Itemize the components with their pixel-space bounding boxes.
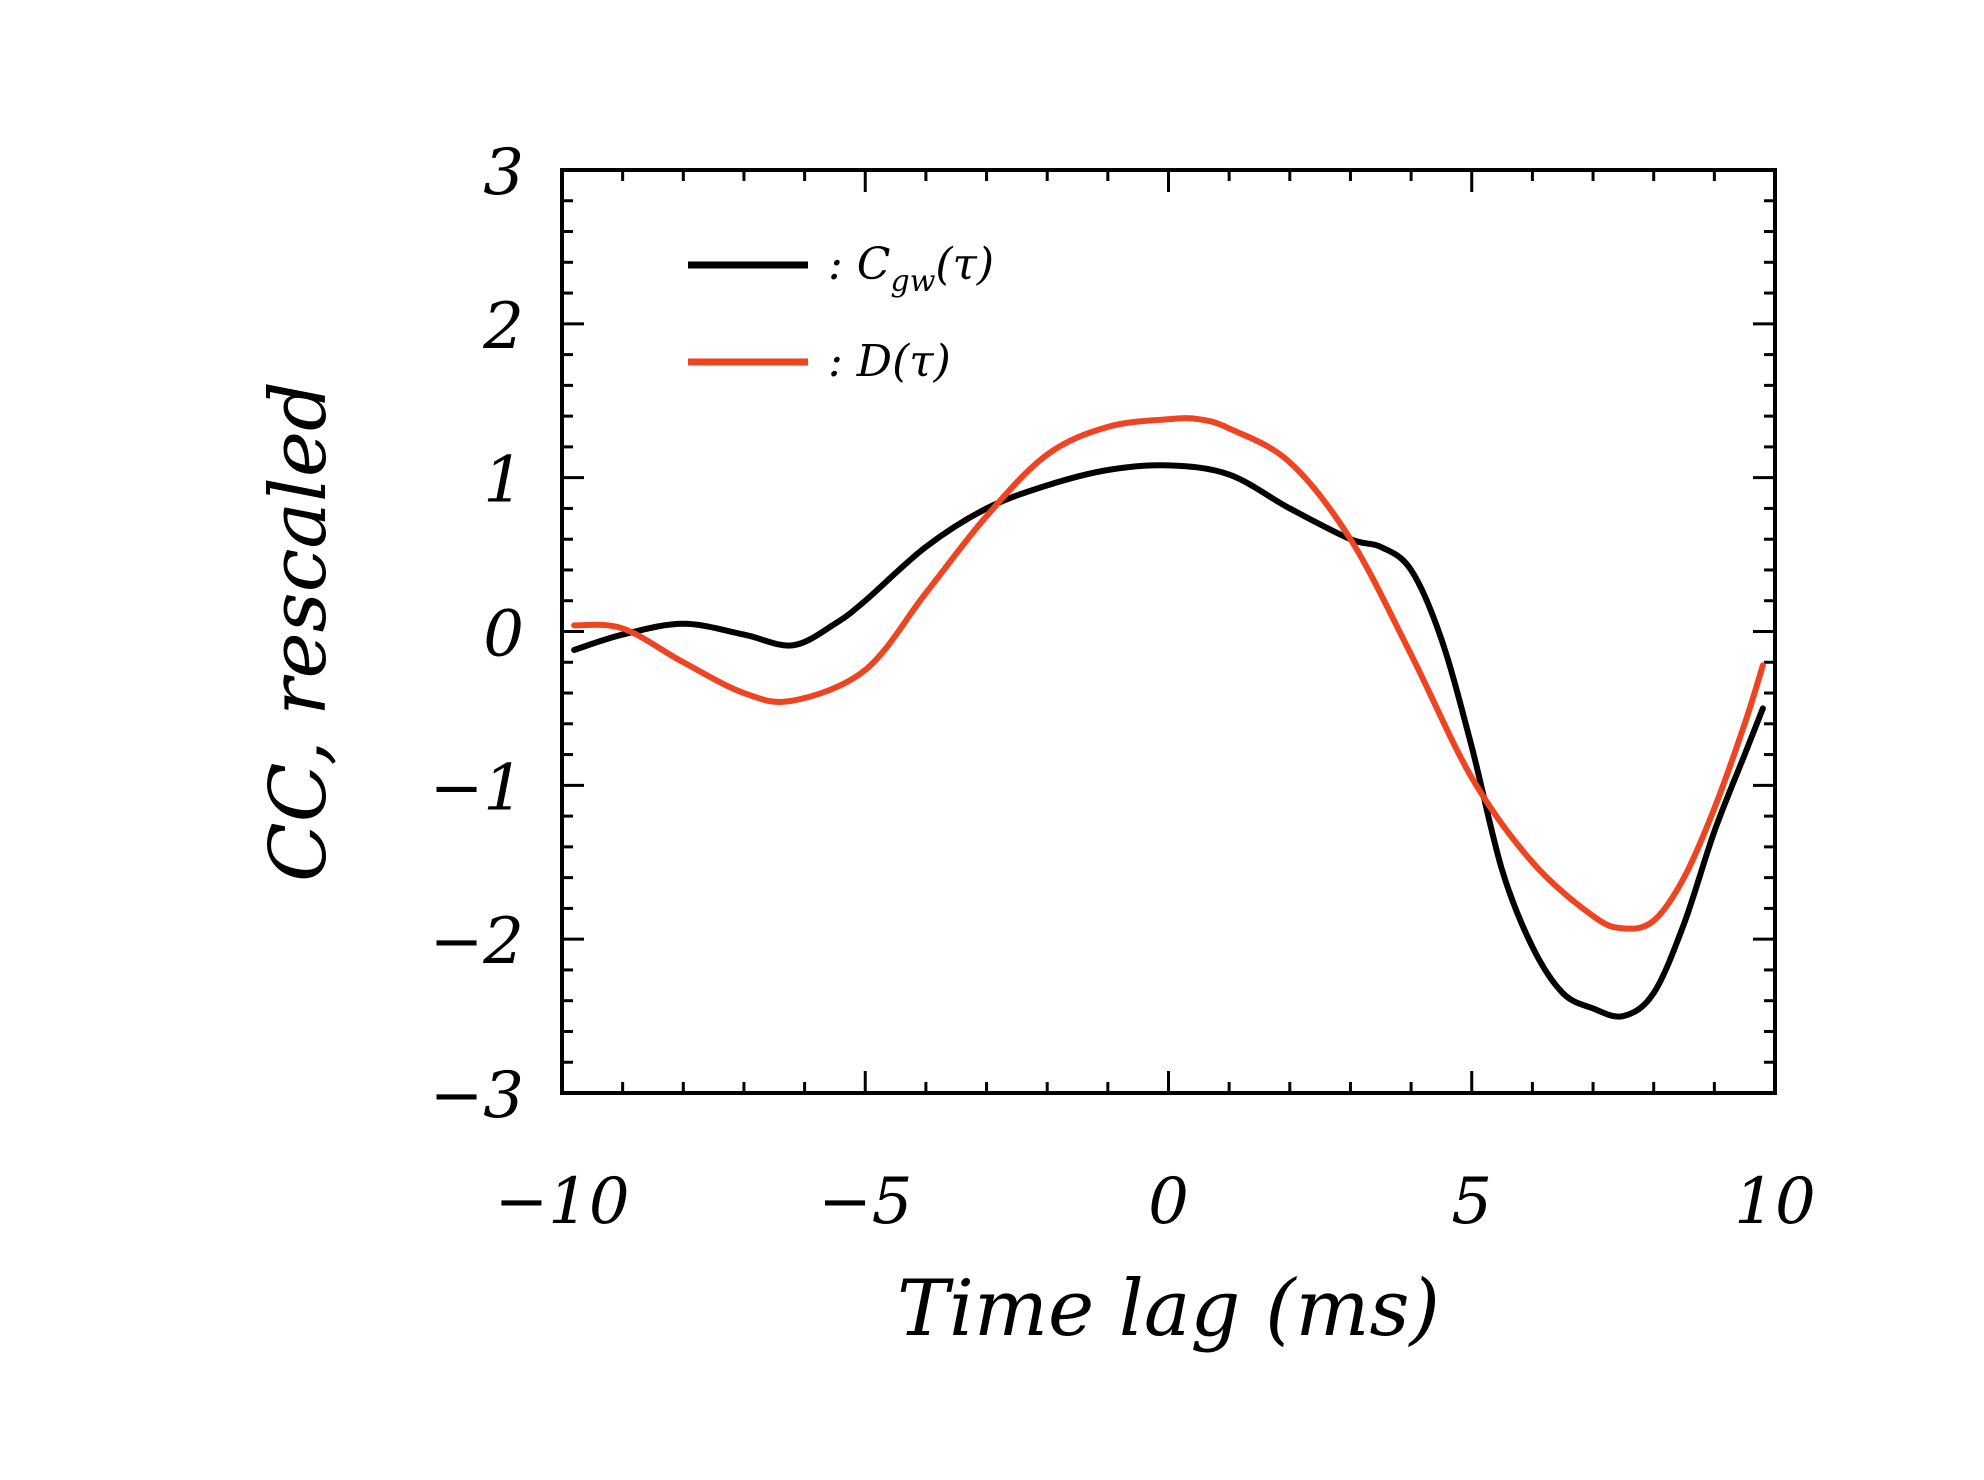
x-tick-label: −10 <box>494 1165 629 1239</box>
plot-frame <box>560 168 1777 1095</box>
x-tick-label: 10 <box>1734 1165 1815 1239</box>
x-tick-label: −5 <box>818 1165 912 1239</box>
legend-subscript: gw <box>890 264 935 299</box>
y-axis-title: CC, rescaled <box>254 381 344 882</box>
y-tick-label: 2 <box>482 290 524 364</box>
x-tick-label: 0 <box>1148 1165 1189 1239</box>
y-tick-label: 0 <box>483 598 524 672</box>
legend-label-2: : D(τ) <box>828 336 951 387</box>
x-axis-title: Time lag (ms) <box>897 1264 1440 1354</box>
y-tick-label: 3 <box>483 136 524 210</box>
y-tick-label: −2 <box>430 905 524 979</box>
series-line-1 <box>571 462 1766 1020</box>
series-line-2 <box>571 415 1766 932</box>
y-tick-label: 1 <box>483 444 524 518</box>
legend-suffix: (τ) <box>935 239 994 290</box>
legend-label-1: : Cgw(τ) <box>828 239 994 299</box>
y-tick-label: −3 <box>430 1059 524 1133</box>
x-tick-label: 5 <box>1451 1165 1492 1239</box>
y-tick-label: −1 <box>430 751 524 825</box>
